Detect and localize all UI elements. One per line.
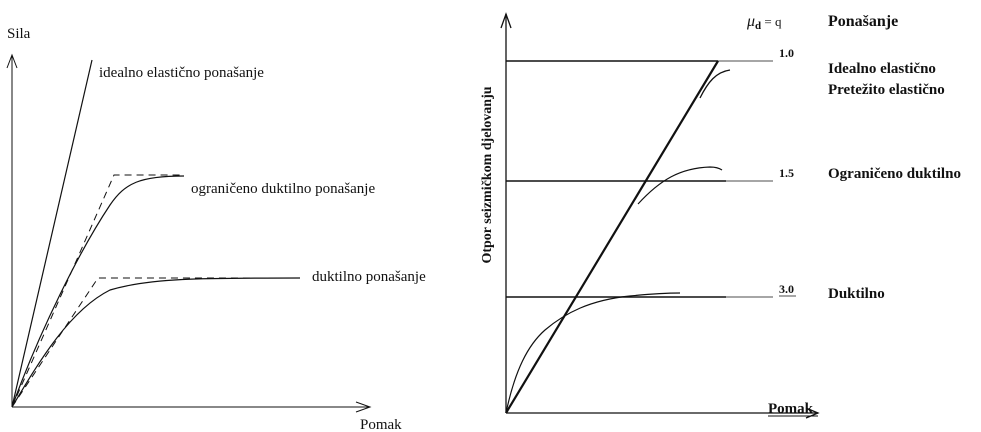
behaviour-header: Ponašanje <box>828 13 898 30</box>
right-x-axis-label: Pomak <box>768 401 814 417</box>
left-x-arrow-icon <box>355 401 372 413</box>
right-diagram: Otpor seizmičkom djelovanju Pomak μd = q… <box>480 12 961 419</box>
mu-header: μd = q <box>746 13 782 32</box>
left-limited-ductile-bilinear <box>11 174 184 408</box>
behaviour-idealno-elasticno: Idealno elastično <box>828 61 936 77</box>
q-value-1.0: 1.0 <box>779 46 794 60</box>
left-x-axis-label: Pomak <box>360 417 402 432</box>
right-y-arrow-icon <box>500 12 512 29</box>
q-value-1.5: 1.5 <box>779 166 794 180</box>
mu-subscript: d <box>755 20 761 32</box>
right-curve-limited-ductile <box>637 166 723 205</box>
mu-equals-q: = q <box>761 14 782 29</box>
left-ductile-label: duktilno ponašanje <box>312 269 426 285</box>
left-elastic-line <box>11 59 93 408</box>
left-ductile-bilinear <box>11 277 300 408</box>
left-y-arrow-icon <box>6 53 18 69</box>
mu-symbol: μ <box>746 13 755 30</box>
left-y-axis-label: Sila <box>7 26 31 42</box>
q-value-3.0: 3.0 <box>779 282 794 296</box>
right-curve-ductile <box>505 292 681 414</box>
behaviour-ograniceno-duktilno: Ograničeno duktilno <box>828 166 961 182</box>
left-ductile-curve <box>11 277 301 408</box>
left-diagram: Sila Pomak idealno elastično ponašanje o… <box>6 26 426 432</box>
right-curve-elastic <box>699 69 731 99</box>
behaviour-pretezito-elasticno: Pretežito elastično <box>828 82 945 98</box>
left-elastic-label: idealno elastično ponašanje <box>99 65 264 81</box>
right-y-axis-label: Otpor seizmičkom djelovanju <box>480 86 495 263</box>
behaviour-duktilno: Duktilno <box>828 286 885 302</box>
left-limited-ductile-curve <box>11 175 185 408</box>
right-elastic-line <box>505 60 719 414</box>
left-limited-ductile-label: ograničeno duktilno ponašanje <box>191 181 375 197</box>
